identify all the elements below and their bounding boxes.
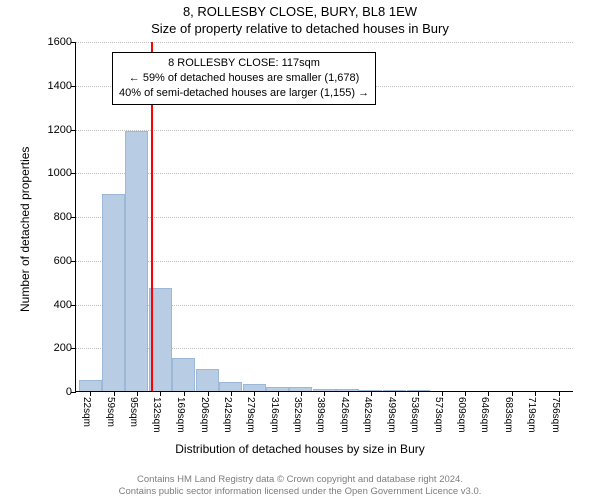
xtick-label: 756sqm <box>550 397 561 433</box>
x-axis-label: Distribution of detached houses by size … <box>0 442 600 456</box>
ytick-label: 1400 <box>48 80 76 92</box>
chart-container: { "title_line1": "8, ROLLESBY CLOSE, BUR… <box>0 0 600 500</box>
xtick-label: 462sqm <box>362 397 373 433</box>
xtick-label: 316sqm <box>269 397 280 433</box>
xtick-mark <box>371 391 372 396</box>
xtick-label: 279sqm <box>245 397 256 433</box>
xtick-mark <box>324 391 325 396</box>
footer: Contains HM Land Registry data © Crown c… <box>0 474 600 498</box>
xtick-mark <box>231 391 232 396</box>
histogram-bar <box>125 131 148 391</box>
annotation-line-2: ← 59% of detached houses are smaller (1,… <box>119 71 369 86</box>
xtick-label: 609sqm <box>456 397 467 433</box>
ytick-label: 1000 <box>48 167 76 179</box>
xtick-label: 389sqm <box>315 397 326 433</box>
xtick-mark <box>137 391 138 396</box>
y-axis-label: Number of detached properties <box>18 147 32 312</box>
ytick-label: 0 <box>66 386 76 398</box>
xtick-mark <box>559 391 560 396</box>
xtick-mark <box>488 391 489 396</box>
xtick-label: 22sqm <box>81 397 92 427</box>
histogram-bar <box>102 194 125 391</box>
xtick-mark <box>442 391 443 396</box>
histogram-bar <box>79 380 102 391</box>
xtick-label: 426sqm <box>339 397 350 433</box>
xtick-label: 683sqm <box>503 397 514 433</box>
ytick-label: 200 <box>54 342 76 354</box>
footer-line-2: Contains public sector information licen… <box>0 486 600 498</box>
xtick-label: 536sqm <box>409 397 420 433</box>
xtick-mark <box>160 391 161 396</box>
histogram-bar <box>219 382 242 391</box>
ytick-label: 800 <box>54 211 76 223</box>
ytick-label: 1200 <box>48 124 76 136</box>
xtick-mark <box>208 391 209 396</box>
xtick-mark <box>254 391 255 396</box>
xtick-label: 646sqm <box>479 397 490 433</box>
xtick-mark <box>465 391 466 396</box>
xtick-mark <box>535 391 536 396</box>
xtick-mark <box>418 391 419 396</box>
annotation-line-1: 8 ROLLESBY CLOSE: 117sqm <box>119 56 369 71</box>
histogram-bar <box>196 369 219 391</box>
xtick-label: 95sqm <box>128 397 139 427</box>
title-block: 8, ROLLESBY CLOSE, BURY, BL8 1EW Size of… <box>0 0 600 36</box>
title-line-2: Size of property relative to detached ho… <box>0 21 600 36</box>
xtick-mark <box>301 391 302 396</box>
histogram-bar <box>172 358 195 391</box>
xtick-label: 499sqm <box>386 397 397 433</box>
xtick-label: 352sqm <box>292 397 303 433</box>
ytick-label: 600 <box>54 255 76 267</box>
ytick-label: 1600 <box>48 36 76 48</box>
xtick-mark <box>278 391 279 396</box>
annotation-line-3: 40% of semi-detached houses are larger (… <box>119 86 369 101</box>
xtick-mark <box>512 391 513 396</box>
xtick-label: 573sqm <box>433 397 444 433</box>
xtick-label: 206sqm <box>199 397 210 433</box>
xtick-mark <box>348 391 349 396</box>
xtick-mark <box>395 391 396 396</box>
xtick-label: 169sqm <box>175 397 186 433</box>
footer-line-1: Contains HM Land Registry data © Crown c… <box>0 474 600 486</box>
xtick-label: 132sqm <box>151 397 162 433</box>
xtick-label: 719sqm <box>526 397 537 433</box>
xtick-label: 59sqm <box>105 397 116 427</box>
ytick-label: 400 <box>54 299 76 311</box>
xtick-mark <box>184 391 185 396</box>
annotation-box: 8 ROLLESBY CLOSE: 117sqm ← 59% of detach… <box>112 52 376 105</box>
xtick-mark <box>90 391 91 396</box>
title-line-1: 8, ROLLESBY CLOSE, BURY, BL8 1EW <box>0 4 600 19</box>
xtick-label: 242sqm <box>222 397 233 433</box>
xtick-mark <box>114 391 115 396</box>
